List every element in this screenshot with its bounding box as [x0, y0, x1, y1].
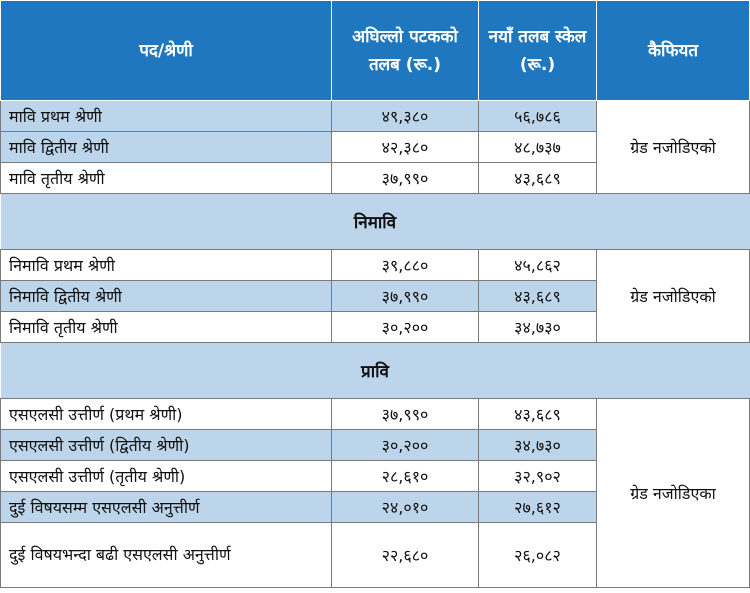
post-cell: दुई विषयभन्दा बढी एसएलसी अनुत्तीर्ण	[0, 522, 332, 588]
post-cell: दुई विषयसम्म एसएलसी अनुत्तीर्ण	[0, 491, 332, 523]
new-scale-cell: २६,०८२	[478, 522, 597, 588]
header-new-scale: नयाँ तलब स्केल (रू.)	[478, 0, 597, 101]
table-row: एसएलसी उत्तीर्ण (द्वितीय श्रेणी) ३०,२०० …	[0, 429, 750, 461]
table-row: निमावि द्वितीय श्रेणी ३७,९९० ४३,६८९	[0, 280, 750, 312]
previous-salary-cell: २८,६१०	[331, 460, 479, 492]
table-row: दुई विषयसम्म एसएलसी अनुत्तीर्ण २४,०१० २७…	[0, 491, 750, 523]
table-row: निमावि तृतीय श्रेणी ३०,२०० ३४,७३०	[0, 311, 750, 343]
header-remarks: कैफियत	[596, 0, 750, 101]
post-cell: निमावि तृतीय श्रेणी	[0, 311, 332, 343]
table-row: मावि द्वितीय श्रेणी ४२,३८० ४८,७३७	[0, 131, 750, 163]
remark-cell: ग्रेड नजोडिएको	[596, 249, 750, 343]
new-scale-cell: ४३,६८९	[478, 398, 597, 430]
post-cell: निमावि द्वितीय श्रेणी	[0, 280, 332, 312]
post-cell: मावि द्वितीय श्रेणी	[0, 131, 332, 163]
new-scale-cell: ५६,७८६	[478, 100, 597, 132]
previous-salary-cell: ४२,३८०	[331, 131, 479, 163]
previous-salary-cell: ३९,८८०	[331, 249, 479, 281]
post-cell: एसएलसी उत्तीर्ण (तृतीय श्रेणी)	[0, 460, 332, 492]
previous-salary-cell: ४९,३८०	[331, 100, 479, 132]
new-scale-cell: ४८,७३७	[478, 131, 597, 163]
post-cell: मावि तृतीय श्रेणी	[0, 162, 332, 194]
header-previous-salary: अघिल्लो पटकको तलब (रू.)	[331, 0, 479, 101]
previous-salary-cell: ३०,२००	[331, 311, 479, 343]
new-scale-cell: ४५,८६२	[478, 249, 597, 281]
header-row: पद/श्रेणी अघिल्लो पटकको तलब (रू.) नयाँ त…	[0, 0, 750, 101]
post-cell: एसएलसी उत्तीर्ण (द्वितीय श्रेणी)	[0, 429, 332, 461]
table-row: मावि तृतीय श्रेणी ३७,९९० ४३,६८९	[0, 162, 750, 194]
table-row: एसएलसी उत्तीर्ण (प्रथम श्रेणी) ३७,९९० ४३…	[0, 398, 750, 588]
previous-salary-cell: ३७,९९०	[331, 280, 479, 312]
new-scale-cell: ३२,९०२	[478, 460, 597, 492]
new-scale-cell: ३४,७३०	[478, 311, 597, 343]
section-row: निमावि	[0, 193, 750, 250]
section-title: निमावि	[0, 193, 750, 250]
header-post: पद/श्रेणी	[0, 0, 332, 101]
section-row: प्रावि	[0, 342, 750, 399]
table-row: निमावि प्रथम श्रेणी ३९,८८० ४५,८६२ ग्रेड …	[0, 249, 750, 343]
post-cell: मावि प्रथम श्रेणी	[0, 100, 332, 132]
table-row: मावि प्रथम श्रेणी ४९,३८० ५६,७८६ ग्रेड नज…	[0, 100, 750, 194]
previous-salary-cell: ३७,९९०	[331, 398, 479, 430]
table-row: एसएलसी उत्तीर्ण (तृतीय श्रेणी) २८,६१० ३२…	[0, 460, 750, 492]
previous-salary-cell: ३०,२००	[331, 429, 479, 461]
new-scale-cell: ४३,६८९	[478, 162, 597, 194]
new-scale-cell: २७,६१२	[478, 491, 597, 523]
previous-salary-cell: २४,०१०	[331, 491, 479, 523]
post-cell: निमावि प्रथम श्रेणी	[0, 249, 332, 281]
post-cell: एसएलसी उत्तीर्ण (प्रथम श्रेणी)	[0, 398, 332, 430]
remark-cell: ग्रेड नजोडिएको	[596, 100, 750, 194]
previous-salary-cell: २२,६८०	[331, 522, 479, 588]
new-scale-cell: ३४,७३०	[478, 429, 597, 461]
table-row: दुई विषयभन्दा बढी एसएलसी अनुत्तीर्ण २२,६…	[0, 522, 750, 588]
new-scale-cell: ४३,६८९	[478, 280, 597, 312]
remark-cell: ग्रेड नजोडिएका	[596, 398, 750, 588]
previous-salary-cell: ३७,९९०	[331, 162, 479, 194]
section-title: प्रावि	[0, 342, 750, 399]
